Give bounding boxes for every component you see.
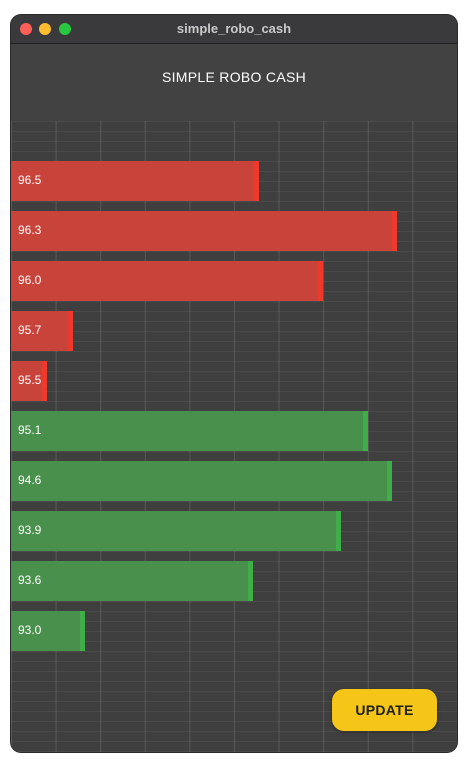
bar-label: 95.5 [18, 373, 41, 387]
bar-bid: 95.1 [11, 411, 368, 451]
bar-label: 93.9 [18, 523, 41, 537]
app-window: simple_robo_cash SIMPLE ROBO CASH 96.5 96… [11, 15, 457, 752]
bar-ask: 95.5 [11, 361, 47, 401]
bar-edge [387, 461, 392, 501]
window-title: simple_robo_cash [11, 21, 457, 36]
update-button[interactable]: UPDATE [332, 689, 437, 731]
bar-edge [336, 511, 341, 551]
bar-edge [248, 561, 253, 601]
bar-edge [42, 361, 47, 401]
bar-bid: 93.9 [11, 511, 341, 551]
bar-edge [318, 261, 323, 301]
bar-label: 96.0 [18, 273, 41, 287]
bar-bid: 94.6 [11, 461, 392, 501]
bar-label: 96.5 [18, 173, 41, 187]
bar-ask: 95.7 [11, 311, 73, 351]
bar-bid: 93.0 [11, 611, 85, 651]
title-bar: simple_robo_cash [11, 15, 457, 44]
bar-label: 95.1 [18, 423, 41, 437]
bar-label: 94.6 [18, 473, 41, 487]
bar-ask: 96.5 [11, 161, 259, 201]
bar-label: 95.7 [18, 323, 41, 337]
bar-label: 93.6 [18, 573, 41, 587]
bar-label: 93.0 [18, 623, 41, 637]
bar-label: 96.3 [18, 223, 41, 237]
page-title: SIMPLE ROBO CASH [11, 69, 457, 85]
bar-edge [80, 611, 85, 651]
order-book-chart: 96.5 96.3 96.0 95.7 95.5 95.1 94.6 93.9 93.6 93.0 [11, 121, 457, 752]
bar-ask: 96.3 [11, 211, 397, 251]
bar-edge [254, 161, 259, 201]
bar-ask: 96.0 [11, 261, 323, 301]
bar-edge [392, 211, 397, 251]
bar-bid: 93.6 [11, 561, 253, 601]
bar-edge [68, 311, 73, 351]
bar-edge [363, 411, 368, 451]
